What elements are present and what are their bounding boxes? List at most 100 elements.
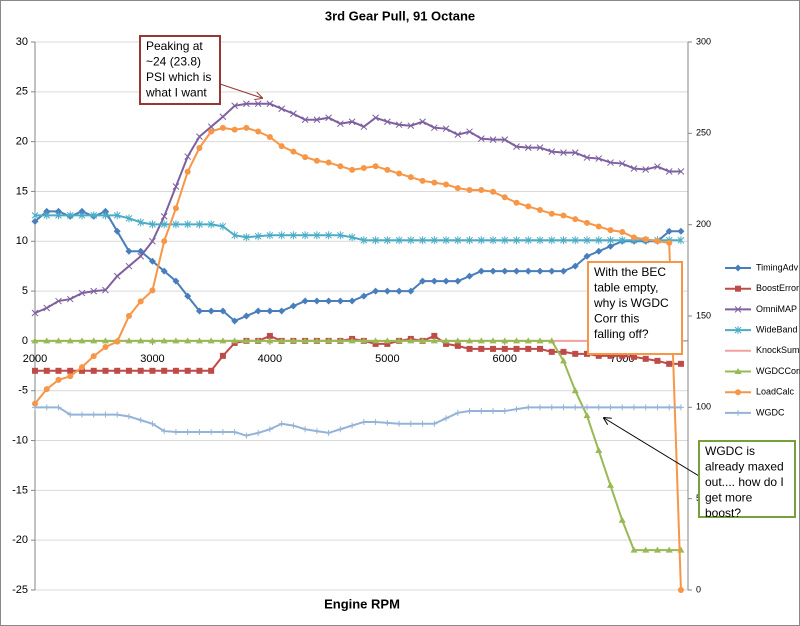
marker bbox=[583, 236, 591, 245]
marker bbox=[196, 367, 203, 374]
marker bbox=[302, 426, 309, 433]
marker bbox=[137, 417, 144, 424]
marker bbox=[184, 428, 191, 435]
marker bbox=[90, 211, 98, 220]
marker bbox=[607, 352, 614, 359]
marker bbox=[242, 312, 250, 320]
marker bbox=[290, 148, 297, 155]
annotation-text: ~24 (23.8) bbox=[146, 54, 201, 68]
marker bbox=[78, 289, 86, 297]
marker bbox=[395, 121, 403, 129]
y2-tick-label: 300 bbox=[696, 36, 711, 46]
marker bbox=[289, 302, 297, 310]
marker bbox=[513, 236, 520, 245]
marker bbox=[31, 211, 39, 220]
marker bbox=[301, 337, 309, 344]
marker bbox=[489, 337, 497, 344]
marker bbox=[360, 236, 368, 245]
marker bbox=[478, 407, 485, 414]
marker bbox=[337, 426, 344, 433]
marker bbox=[383, 337, 391, 344]
marker bbox=[43, 337, 51, 344]
marker bbox=[513, 406, 520, 413]
marker bbox=[301, 297, 309, 305]
marker bbox=[430, 337, 438, 344]
marker bbox=[137, 252, 145, 260]
marker bbox=[583, 404, 590, 411]
marker bbox=[172, 428, 179, 435]
y-tick-label: -15 bbox=[12, 484, 28, 496]
marker bbox=[196, 144, 203, 151]
marker bbox=[383, 287, 391, 295]
annotation-text: boost? bbox=[705, 506, 741, 520]
marker bbox=[665, 546, 673, 553]
marker bbox=[571, 236, 579, 245]
marker bbox=[90, 353, 97, 360]
marker bbox=[372, 287, 380, 295]
marker bbox=[513, 199, 520, 206]
marker bbox=[278, 105, 285, 113]
marker bbox=[560, 149, 567, 156]
marker bbox=[372, 163, 379, 170]
marker bbox=[255, 429, 262, 436]
marker bbox=[396, 170, 403, 177]
marker bbox=[278, 337, 286, 344]
marker bbox=[172, 337, 180, 344]
marker bbox=[301, 231, 309, 240]
marker bbox=[572, 216, 579, 223]
marker bbox=[137, 337, 145, 344]
marker bbox=[325, 114, 332, 122]
marker bbox=[501, 407, 508, 414]
marker bbox=[102, 344, 109, 351]
y2-tick-label: 200 bbox=[696, 219, 711, 229]
marker bbox=[195, 337, 203, 344]
marker bbox=[360, 123, 368, 131]
marker bbox=[90, 337, 98, 344]
y-tick-label: -25 bbox=[12, 584, 28, 596]
y-tick-label: 25 bbox=[16, 86, 28, 98]
marker bbox=[430, 277, 438, 285]
marker bbox=[677, 587, 684, 593]
marker bbox=[254, 232, 262, 241]
marker bbox=[243, 100, 250, 108]
y-tick-label: 15 bbox=[16, 185, 28, 197]
marker bbox=[149, 220, 156, 229]
marker bbox=[102, 367, 109, 374]
marker bbox=[160, 337, 168, 344]
marker bbox=[571, 387, 579, 394]
marker bbox=[125, 337, 133, 344]
annotation-text: table empty, bbox=[594, 280, 658, 294]
marker bbox=[348, 297, 356, 305]
marker bbox=[372, 236, 379, 245]
marker bbox=[466, 186, 473, 193]
marker bbox=[548, 404, 555, 411]
marker bbox=[665, 168, 673, 175]
marker bbox=[735, 409, 741, 416]
marker bbox=[677, 227, 685, 235]
marker bbox=[266, 307, 274, 315]
marker bbox=[595, 155, 603, 162]
marker bbox=[55, 376, 62, 383]
marker bbox=[266, 337, 274, 344]
marker bbox=[172, 183, 180, 190]
marker bbox=[595, 447, 603, 454]
marker bbox=[443, 181, 450, 188]
marker bbox=[489, 267, 497, 275]
marker bbox=[208, 367, 215, 374]
marker bbox=[172, 367, 179, 374]
marker bbox=[66, 337, 74, 344]
marker bbox=[524, 267, 532, 275]
marker bbox=[677, 236, 685, 245]
marker bbox=[524, 236, 532, 245]
annotation-box bbox=[587, 261, 683, 355]
marker bbox=[548, 236, 556, 245]
marker bbox=[207, 220, 215, 229]
marker bbox=[290, 422, 297, 429]
marker bbox=[490, 407, 497, 414]
marker bbox=[395, 287, 403, 295]
marker bbox=[677, 360, 684, 367]
marker bbox=[478, 186, 485, 193]
marker bbox=[208, 128, 215, 135]
marker bbox=[607, 227, 614, 234]
marker bbox=[243, 432, 250, 439]
